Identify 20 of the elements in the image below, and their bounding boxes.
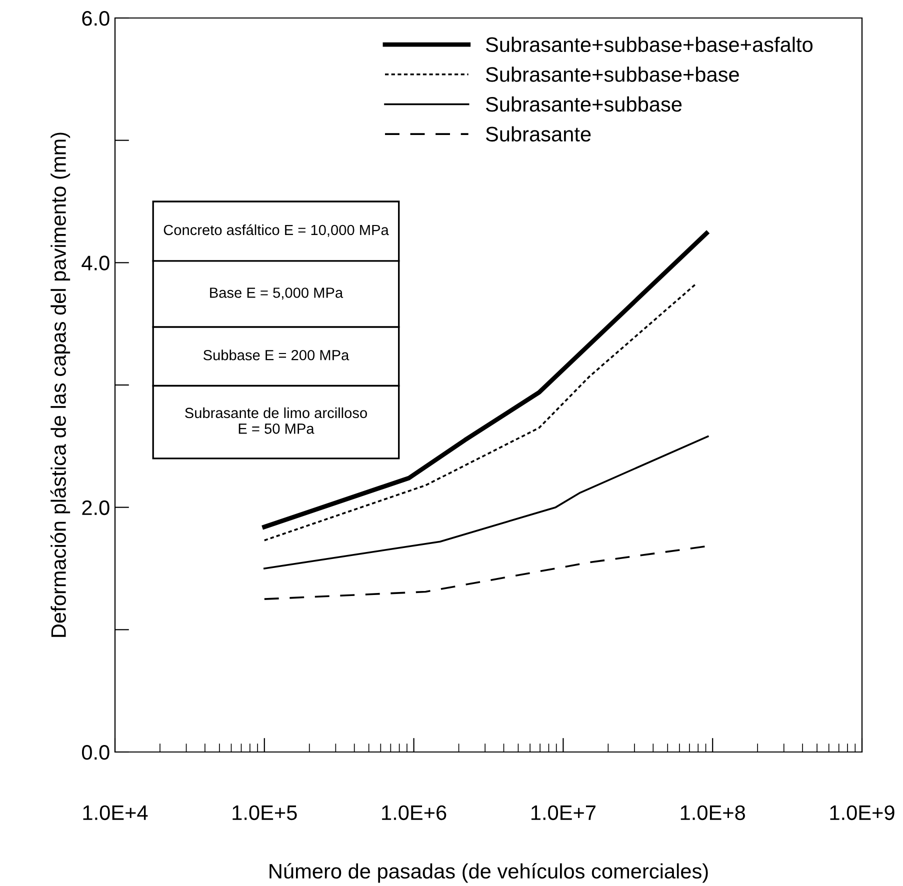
- annotation: Base E = 5,000 MPa: [210, 288, 344, 300]
- legend-label: Subrasante: [486, 126, 591, 142]
- x-axis-title: Número de pasadas (de vehículos comerciales): [270, 863, 708, 883]
- x-tick-label: 1.0E+9: [830, 805, 894, 820]
- y-tick-label: 4.0: [82, 256, 110, 270]
- x-tick-label: 1.0E+5: [232, 805, 297, 820]
- y-axis-title: Deformación plástica de las capas del pavimento (mm): [50, 132, 70, 637]
- annotation: Subrasante de limo arcilloso E = 50 MPa: [185, 407, 367, 434]
- x-tick-label: 1.0E+8: [680, 805, 745, 820]
- annotation: Subbase E = 200 MPa: [203, 350, 350, 360]
- y-tick-label: 2.0: [82, 500, 110, 516]
- legend-label: Subrasante+subbase: [486, 96, 682, 112]
- x-tick-label: 1.0E+7: [531, 805, 596, 820]
- y-tick-label: 6.0: [82, 11, 110, 26]
- legend-label: Subrasante+subbase+base: [486, 66, 739, 82]
- x-tick-label: 1.0E+4: [83, 805, 148, 820]
- legend-label: Subrasante+subbase+base+asfalto: [486, 36, 813, 52]
- x-tick-label: 1.0E+6: [382, 805, 446, 820]
- annotation: Concreto asfáltico E = 10,000 MPa: [164, 224, 389, 237]
- y-tick-label: 0.0: [82, 745, 110, 760]
